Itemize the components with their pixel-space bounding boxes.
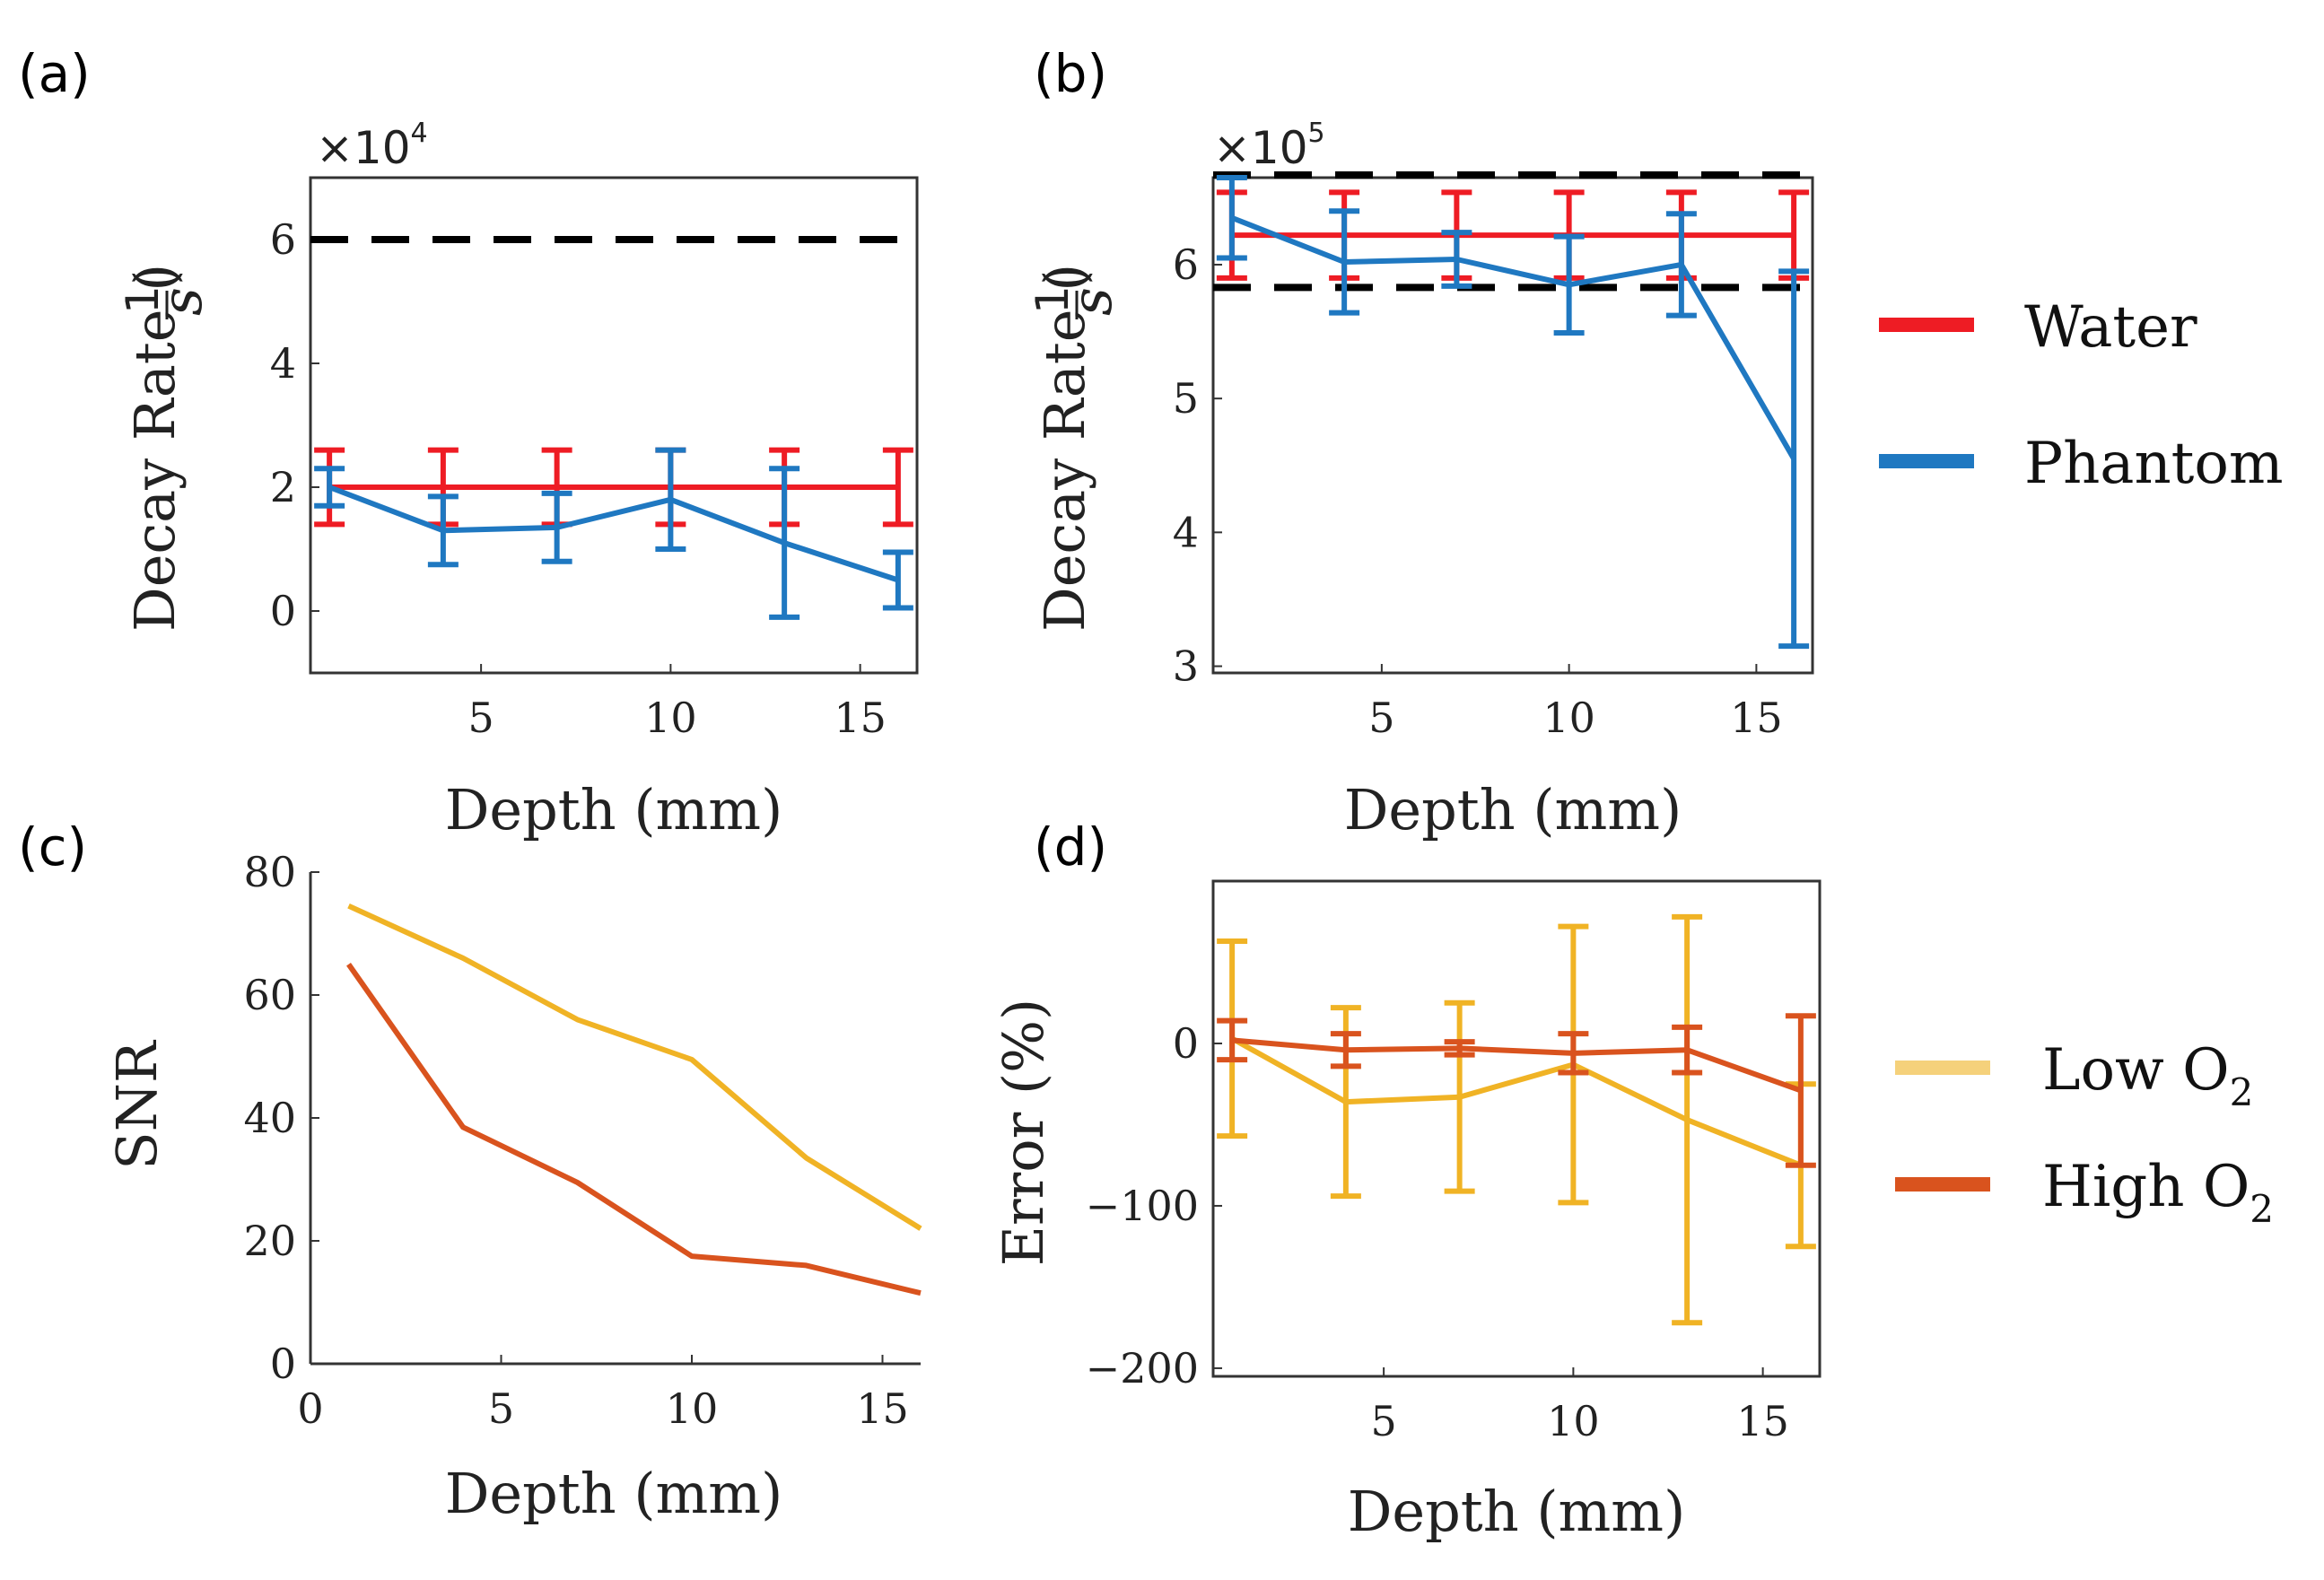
panel-b-ytick-label: 5	[1173, 374, 1199, 423]
panel-b-xtick-label: 15	[1730, 694, 1783, 742]
panel-d-ylabel: Error (%)	[991, 999, 1056, 1267]
panel-c: (c) 0 20 40 60 80 0 5 10 15 SNR Depth (mm)	[18, 816, 922, 1526]
legend-low-o2-label: Low O2	[2042, 1037, 2253, 1114]
panel-c-high-o2-line	[346, 963, 922, 1296]
panel-a-xlabel: Depth (mm)	[445, 777, 783, 842]
panel-a-scale-base: ×10	[316, 122, 411, 174]
panel-b-phantom-line	[1230, 214, 1796, 460]
panel-c-xlabel: Depth (mm)	[445, 1461, 783, 1526]
legend-high-o2-label: High O2	[2042, 1154, 2274, 1231]
panel-a-ytick-label: 2	[270, 463, 296, 511]
legend-water-label: Water	[2024, 294, 2197, 361]
panel-a-ytick-label: 4	[270, 339, 296, 388]
panel-a-ylabel-main: Decay Rate (	[122, 270, 188, 632]
panel-c-xtick-label: 10	[666, 1384, 719, 1433]
panel-b-xlabel: Depth (mm)	[1344, 777, 1682, 842]
panel-a-ytick-label: 0	[270, 587, 296, 635]
panel-d-ytick-label: −100	[1086, 1182, 1199, 1230]
panel-a-xtick-label: 5	[467, 694, 494, 742]
panel-b-ytick-label: 3	[1173, 642, 1199, 691]
panel-d-xtick-label: 10	[1547, 1397, 1600, 1445]
panel-b-xtick-label: 5	[1368, 694, 1394, 742]
panel-a-label: (a)	[18, 43, 91, 104]
legend-phantom-label: Phantom	[2024, 431, 2284, 497]
panel-c-xtick-label: 15	[856, 1384, 909, 1433]
panel-b-ylabel-main: Decay Rate (	[1032, 270, 1097, 632]
panel-b-xtick-label: 10	[1542, 694, 1595, 742]
panel-c-ytick-label: 20	[243, 1217, 296, 1265]
panel-b-scale-exponent: 5	[1308, 118, 1325, 149]
panel-c-xtick-label: 0	[297, 1384, 323, 1433]
panel-b-label: (b)	[1034, 43, 1107, 104]
panel-b-ytick-label: 4	[1173, 508, 1199, 556]
panel-a-scale-factor: ×104	[316, 118, 428, 174]
legend-oxygen: Low O2 High O2	[1895, 1037, 2274, 1231]
panel-b-scale-base: ×10	[1213, 122, 1308, 174]
panel-d: (d) −200 −100 0 5 10 15 Error (%) Depth (mm)	[991, 816, 1822, 1544]
panel-d-ytick-label: 0	[1173, 1019, 1199, 1068]
legend-low-o2-subscript: 2	[2230, 1070, 2254, 1114]
panel-d-ytick-label: −200	[1086, 1344, 1199, 1392]
panel-c-label: (c)	[18, 816, 87, 877]
panel-c-ytick-label: 40	[243, 1094, 296, 1142]
panel-b-plot-area: 3 4 5 6 5 10 15	[1173, 171, 1813, 742]
panel-b-axes-frame	[1211, 176, 1814, 675]
panel-a-phantom-line	[328, 484, 899, 583]
panel-a-xtick-label: 15	[834, 694, 887, 742]
panel-a-ylabel-unit-den: s	[149, 287, 214, 316]
panel-a-axes-frame	[309, 176, 919, 675]
panel-b-scale-factor: ×105	[1213, 118, 1325, 174]
panel-c-low-o2-line	[347, 903, 922, 1231]
panel-a-plot-area: 0 2 4 6 5 10 15	[270, 215, 917, 742]
panel-c-ytick-label: 0	[270, 1340, 296, 1388]
panel-a-scale-exponent: 4	[411, 118, 428, 149]
panel-c-ytick-label: 80	[243, 848, 296, 896]
panel-d-high-o2-line	[1231, 1037, 1802, 1094]
legend-low-o2-text: Low O	[2042, 1037, 2230, 1104]
panel-d-xtick-label: 5	[1370, 1397, 1396, 1445]
panel-c-xtick-label: 5	[488, 1384, 514, 1433]
panel-b-ylabel-unit-den: s	[1059, 287, 1124, 316]
legend-water-phantom: Water Phantom	[1879, 294, 2284, 497]
panel-c-axes	[309, 872, 921, 1366]
panel-d-axes-frame	[1211, 879, 1822, 1378]
panel-d-low-o2-line	[1230, 1035, 1802, 1168]
panel-c-ylabel: SNR	[104, 1039, 170, 1170]
panel-a-ylabel-close: )	[122, 264, 188, 285]
panel-b-ylabel: Decay Rate ( 1 s )	[1027, 264, 1124, 632]
panel-d-xtick-label: 15	[1736, 1397, 1789, 1445]
panel-b-ytick-label: 6	[1173, 240, 1199, 289]
panel-a-xtick-label: 10	[644, 694, 697, 742]
panel-b-ylabel-close: )	[1032, 264, 1097, 285]
legend-high-o2-subscript: 2	[2250, 1187, 2274, 1231]
panel-d-xlabel: Depth (mm)	[1348, 1479, 1686, 1544]
panel-a-ylabel: Decay Rate ( 1 s )	[117, 264, 214, 632]
panel-b-ylabel-unit-num: 1	[1027, 285, 1079, 314]
panel-d-plot-area: −200 −100 0 5 10 15	[1086, 913, 1816, 1445]
panel-d-label: (d)	[1034, 816, 1107, 877]
panel-c-plot-area: 0 20 40 60 80 0 5 10 15	[243, 848, 922, 1433]
panel-a-ytick-label: 6	[270, 215, 296, 264]
panel-a-ylabel-unit-num: 1	[117, 285, 169, 314]
legend-high-o2-text: High O	[2042, 1154, 2250, 1220]
panel-c-ytick-label: 60	[243, 971, 296, 1019]
